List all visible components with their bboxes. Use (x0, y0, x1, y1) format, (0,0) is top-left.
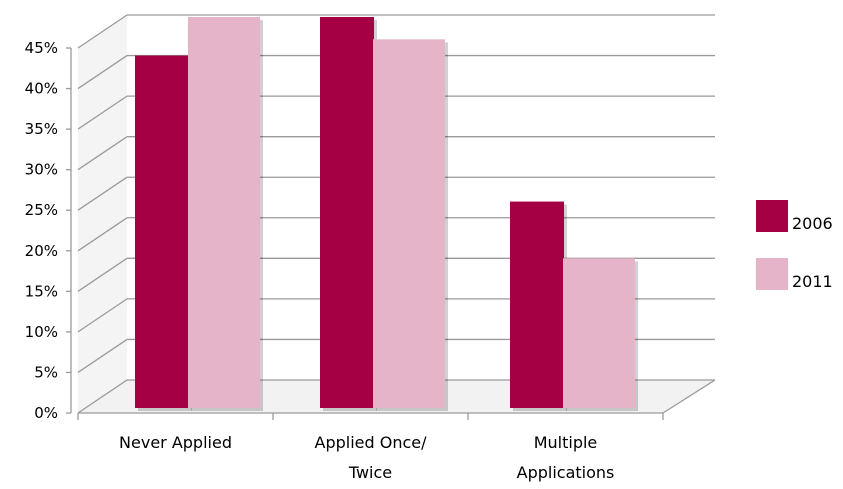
bar-2006-1 (320, 17, 374, 408)
x-category-labels: Never Applied Applied Once/Twice Multiple A… (119, 433, 614, 482)
axes (66, 47, 664, 420)
legend: 2006 2011 (756, 200, 833, 291)
bar-2011-0 (188, 17, 260, 408)
gridline-side (77, 338, 128, 373)
legend-label: 2011 (792, 272, 833, 291)
bar-2011-1 (373, 39, 445, 408)
gridline-side (77, 176, 128, 211)
gridline-side (77, 55, 128, 90)
y-tick-label: 5% (34, 363, 58, 381)
y-tick-label: 0% (34, 404, 58, 422)
floor-right-edge (662, 379, 716, 414)
y-tick-labels: 0% 5% 10% 15% 20% 25% 30% 35% 40% 45% (25, 39, 58, 422)
y-tick-label: 10% (25, 323, 58, 341)
y-tick-label: 35% (25, 120, 58, 138)
gridline-side (77, 95, 128, 130)
legend-swatch (756, 258, 788, 290)
gridline-side (77, 298, 128, 333)
x-category-label: Twice (348, 463, 392, 482)
gridline-side (77, 136, 128, 171)
bar-2006-2 (510, 201, 564, 408)
x-category-label: Never Applied (119, 433, 232, 452)
bar-2006-0 (135, 55, 189, 409)
legend-swatch (756, 200, 788, 232)
y-tick-label: 30% (25, 161, 58, 179)
gridline-side (77, 379, 128, 414)
y-tick-label: 40% (25, 80, 58, 98)
y-tick-label: 15% (25, 282, 58, 300)
y-tick-label: 25% (25, 201, 58, 219)
y-tick-label: 20% (25, 242, 58, 260)
bar-2011-2 (563, 258, 635, 408)
y-tick-label: 45% (25, 39, 58, 57)
gridline-side (77, 14, 128, 49)
bars (135, 17, 638, 412)
gridline-side (77, 257, 128, 292)
x-category-label: Applications (517, 463, 615, 482)
gridline-side (77, 217, 128, 252)
x-category-label: Multiple (534, 433, 598, 452)
side-wall (78, 15, 127, 413)
legend-label: 2006 (792, 214, 833, 233)
x-category-label: Applied Once/ (315, 433, 428, 452)
